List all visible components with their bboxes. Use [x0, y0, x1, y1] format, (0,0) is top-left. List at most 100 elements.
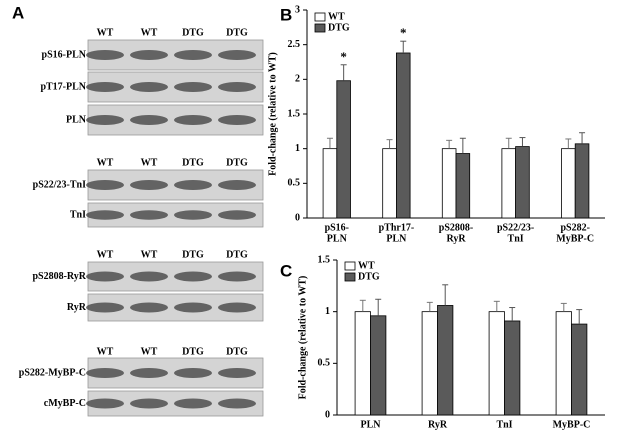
- legend-swatch: [314, 23, 326, 33]
- bar: [421, 311, 438, 416]
- y-tick-label: 0: [325, 409, 330, 420]
- bar: [501, 148, 516, 219]
- blot-label: pT17-PLN: [40, 81, 86, 92]
- blot-label: pS22/23-TnI: [33, 179, 86, 190]
- band: [86, 210, 124, 220]
- blot-label: RyR: [67, 302, 87, 313]
- blot-label: cMyBP-C: [44, 398, 86, 409]
- lane-label: WT: [97, 27, 114, 38]
- legend-label: DTG: [358, 271, 380, 282]
- bar: [370, 315, 387, 416]
- lane-label: DTG: [182, 346, 204, 357]
- bar: [515, 146, 530, 219]
- bar: [441, 148, 457, 219]
- y-tick-label: 1.5: [318, 254, 331, 265]
- y-tick-label: 1.5: [288, 108, 301, 119]
- y-axis-label: Fold-change (relative to WT): [267, 52, 278, 176]
- bar: [561, 148, 576, 219]
- band: [174, 180, 212, 190]
- y-axis-label: Fold-change (relative to WT): [297, 276, 308, 400]
- band: [174, 302, 212, 313]
- legend-label: WT: [328, 11, 345, 22]
- lane-label: DTG: [226, 346, 248, 357]
- bar: [504, 320, 521, 416]
- band: [86, 115, 124, 125]
- y-tick-label: 1: [295, 143, 300, 154]
- bar: [322, 148, 338, 219]
- legend-label: WT: [358, 260, 375, 271]
- y-tick-label: 0.5: [318, 358, 331, 369]
- lane-label: WT: [97, 157, 114, 168]
- bar: [382, 148, 397, 219]
- lane-label: DTG: [182, 27, 204, 38]
- lane-label: WT: [141, 157, 158, 168]
- x-tick-label: pS22/23-: [497, 222, 534, 233]
- lane-label: WT: [141, 27, 158, 38]
- band: [174, 210, 212, 220]
- band: [130, 82, 168, 92]
- x-tick-label: RyR: [446, 233, 466, 244]
- x-tick-label: PLN: [327, 233, 348, 244]
- band: [130, 271, 168, 282]
- bar: [395, 52, 411, 219]
- band: [86, 271, 124, 282]
- x-tick-label: RyR: [428, 419, 448, 430]
- legend-swatch: [314, 12, 326, 22]
- x-tick-label: pThr17-: [379, 222, 415, 233]
- band: [174, 50, 212, 60]
- x-tick-label: MyBP-C: [556, 233, 594, 244]
- band: [174, 115, 212, 125]
- x-tick-label: TnI: [508, 233, 524, 244]
- y-tick-label: 1: [325, 306, 330, 317]
- band: [218, 82, 256, 92]
- panel-letter: B: [280, 5, 292, 24]
- legend-swatch: [344, 261, 356, 271]
- lane-label: WT: [97, 249, 114, 260]
- bar: [574, 143, 590, 219]
- panel-letter: C: [280, 261, 292, 280]
- annotation: *: [340, 49, 347, 64]
- x-tick-label: PLN: [361, 419, 382, 430]
- legend-swatch: [344, 272, 356, 282]
- y-tick-label: 2.5: [288, 39, 301, 50]
- bar: [437, 305, 454, 416]
- lane-label: WT: [97, 346, 114, 357]
- y-tick-label: 3: [295, 4, 300, 15]
- band: [218, 115, 256, 125]
- x-tick-label: pS16-: [325, 222, 349, 233]
- y-tick-label: 0.5: [288, 178, 301, 189]
- lane-label: DTG: [226, 27, 248, 38]
- band: [130, 368, 168, 378]
- lane-label: DTG: [226, 249, 248, 260]
- bar: [336, 80, 351, 219]
- x-tick-label: pS282-: [560, 222, 589, 233]
- blot-label: TnI: [70, 209, 86, 220]
- band: [218, 302, 256, 313]
- band: [86, 398, 124, 409]
- band: [86, 82, 124, 92]
- x-tick-label: PLN: [386, 233, 407, 244]
- legend-label: DTG: [328, 22, 350, 33]
- band: [86, 302, 124, 313]
- band: [218, 210, 256, 220]
- lane-label: DTG: [182, 157, 204, 168]
- blot-label: pS16-PLN: [42, 49, 87, 60]
- band: [130, 398, 168, 409]
- bar: [455, 153, 471, 219]
- band: [218, 398, 256, 409]
- band: [130, 180, 168, 190]
- lane-label: DTG: [182, 249, 204, 260]
- band: [130, 115, 168, 125]
- x-tick-label: MyBP-C: [553, 419, 591, 430]
- band: [130, 302, 168, 313]
- bar: [571, 323, 588, 416]
- bar: [488, 311, 505, 416]
- blot-label: pS282-MyBP-C: [19, 367, 86, 378]
- blot-label: pS2808-RyR: [32, 271, 86, 282]
- band: [218, 271, 256, 282]
- band: [218, 50, 256, 60]
- band: [218, 180, 256, 190]
- blot-label: PLN: [66, 114, 87, 125]
- x-tick-label: TnI: [496, 419, 512, 430]
